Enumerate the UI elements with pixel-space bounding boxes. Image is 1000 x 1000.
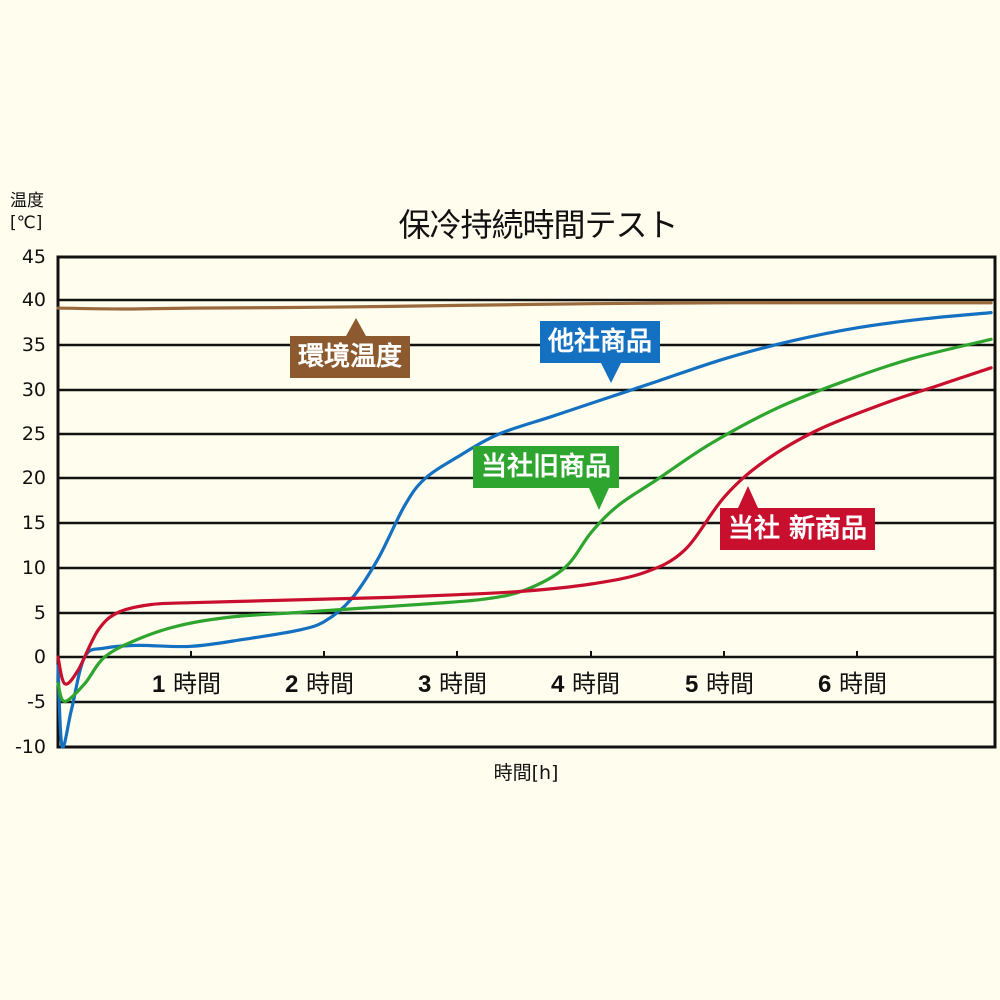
y-tick-label: 5 (33, 602, 46, 624)
x-tick-label: 6 時間 (818, 670, 887, 698)
y-tick-label: 20 (21, 467, 46, 489)
series-line (56, 311, 993, 749)
y-tick-label: 0 (33, 646, 46, 668)
y-tick-label: 30 (21, 379, 46, 401)
y-tick-label: 40 (21, 289, 46, 311)
x-tick-label: 1 時間 (152, 670, 221, 698)
y-axis-label: 温度 [℃] (10, 190, 44, 234)
x-tick-label: 5 時間 (685, 670, 754, 698)
callout-arrow-icon (346, 318, 366, 336)
callout-arrow-icon (589, 488, 609, 510)
x-tick-label: 3 時間 (418, 670, 487, 698)
y-tick-label: -10 (14, 736, 46, 758)
callout-arrow-icon (601, 363, 621, 383)
callout-new-product: 当社 新商品 (720, 486, 876, 550)
chart-title: 保冷持続時間テスト (398, 206, 678, 244)
y-tick-label: 10 (21, 557, 46, 579)
x-tick-label: 4 時間 (551, 670, 620, 698)
x-tick-marks (190, 651, 858, 657)
y-tick-label: 35 (21, 334, 46, 356)
callout-old-product: 当社旧商品 (473, 446, 620, 510)
series-line (56, 301, 993, 311)
y-tick-label: 15 (21, 512, 46, 534)
callout-ambient: 環境温度 (290, 318, 411, 378)
plot-frame (56, 255, 997, 749)
callout-competitor: 他社商品 (540, 321, 661, 383)
x-axis-label: 時間[h] (493, 762, 559, 784)
x-tick-label: 2 時間 (285, 670, 354, 698)
y-axis-label-unit: [℃] (10, 213, 43, 233)
callout-arrow-icon (738, 486, 758, 508)
y-axis-label-name: 温度 (10, 191, 44, 211)
series-line (56, 337, 993, 704)
gridlines (58, 298, 995, 704)
series-lines (56, 301, 993, 749)
y-tick-label: 25 (21, 423, 46, 445)
y-tick-label: -5 (27, 691, 46, 713)
y-tick-label: 45 (21, 246, 46, 268)
series-line (56, 366, 993, 686)
